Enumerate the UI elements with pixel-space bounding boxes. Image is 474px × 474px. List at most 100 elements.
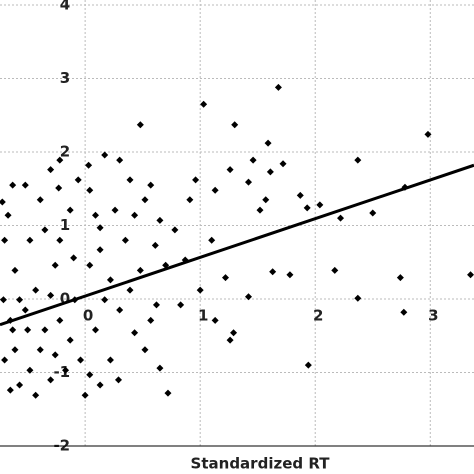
scatter-point — [41, 326, 49, 334]
scatter-point — [424, 130, 432, 138]
scatter-point — [230, 329, 238, 337]
scatter-point — [226, 336, 234, 344]
scatter-point — [177, 301, 185, 309]
scatter-point — [304, 361, 312, 369]
x-tick-label: 0 — [83, 307, 93, 325]
scatter-point — [211, 186, 219, 194]
scatter-point — [26, 236, 34, 244]
scatter-point — [262, 196, 270, 204]
scatter-point — [126, 176, 134, 184]
scatter-point — [131, 329, 139, 337]
scatter-point — [6, 386, 14, 394]
scatter-point — [74, 176, 82, 184]
scatter-point — [106, 356, 114, 364]
scatter-point — [136, 121, 144, 129]
scatter-point — [21, 306, 29, 314]
y-tick-label: 4 — [60, 0, 70, 14]
scatter-point — [147, 181, 155, 189]
scatter-point — [66, 206, 74, 214]
scatter-point — [116, 156, 124, 164]
scatter-point — [32, 391, 40, 399]
scatter-point — [279, 160, 287, 168]
scatter-point — [121, 236, 129, 244]
scatter-point — [70, 254, 78, 262]
scatter-point — [171, 226, 179, 234]
scatter-point — [1, 236, 9, 244]
scatter-point — [208, 236, 216, 244]
y-tick-label: 0 — [60, 290, 70, 308]
scatter-point — [331, 266, 339, 274]
scatter-point — [131, 211, 139, 219]
scatter-point — [26, 366, 34, 374]
scatter-point — [264, 139, 272, 147]
scatter-point — [245, 293, 253, 301]
scatter-point — [9, 326, 17, 334]
scatter-point — [81, 391, 89, 399]
y-tick-label: -1 — [53, 363, 70, 381]
scatter-point — [354, 294, 362, 302]
scatter-point — [111, 206, 119, 214]
y-tick-label: 3 — [60, 69, 70, 87]
scatter-point — [147, 316, 155, 324]
scatter-point — [136, 266, 144, 274]
scatter-point — [152, 301, 160, 309]
scatter-point — [156, 216, 164, 224]
scatter-point — [51, 351, 59, 359]
scatter-point — [141, 346, 149, 354]
scatter-point — [51, 261, 59, 269]
scatter-point — [85, 161, 93, 169]
scatter-point — [0, 198, 6, 206]
scatter-point — [0, 296, 7, 304]
scatter-point — [56, 316, 64, 324]
fit-line — [0, 163, 474, 327]
scatter-point — [96, 224, 104, 232]
scatter-point — [36, 196, 44, 204]
scatter-point — [369, 209, 377, 217]
scatter-point — [56, 156, 64, 164]
scatter-point — [62, 366, 70, 374]
scatter-point — [164, 389, 172, 397]
scatter-point — [101, 296, 109, 304]
scatter-point — [116, 306, 124, 314]
scatter-point — [200, 100, 208, 108]
scatter-point — [91, 326, 99, 334]
y-tick-label: 1 — [60, 216, 70, 234]
scatter-point — [196, 286, 204, 294]
x-tick-label: 3 — [428, 307, 438, 325]
scatter-point — [141, 196, 149, 204]
scatter-point — [192, 176, 200, 184]
scatter-point — [269, 268, 277, 276]
scatter-point — [96, 381, 104, 389]
scatter-point — [274, 83, 282, 91]
scatter-point — [36, 346, 44, 354]
scatter-point — [55, 184, 63, 192]
scatter-point — [16, 296, 24, 304]
scatter-point — [47, 291, 55, 299]
scatter-point — [56, 236, 64, 244]
scatter-point — [77, 356, 85, 364]
scatter-point — [226, 166, 234, 174]
scatter-point — [231, 121, 239, 129]
scatter-point — [115, 376, 122, 384]
scatter-point — [4, 211, 12, 219]
scatter-point — [96, 246, 104, 254]
x-tick-label: 1 — [198, 307, 208, 325]
scatter-point — [16, 381, 24, 389]
scatter-point — [337, 214, 345, 222]
scatter-point — [47, 166, 55, 174]
scatter-point — [1, 356, 9, 364]
scatter-point — [286, 271, 294, 279]
scatter-point — [256, 206, 264, 214]
scatter-point — [249, 156, 257, 164]
scatter-point — [396, 274, 404, 282]
scatter-point — [106, 276, 114, 284]
scatter-point — [66, 336, 74, 344]
scatter-point — [9, 181, 17, 189]
scatter-point — [316, 201, 324, 209]
scatter-point — [11, 346, 19, 354]
scatter-point — [245, 178, 253, 186]
y-tick-label: 2 — [60, 143, 70, 161]
scatter-point — [151, 241, 159, 249]
scatter-point — [354, 156, 362, 164]
scatter-point — [221, 274, 229, 282]
